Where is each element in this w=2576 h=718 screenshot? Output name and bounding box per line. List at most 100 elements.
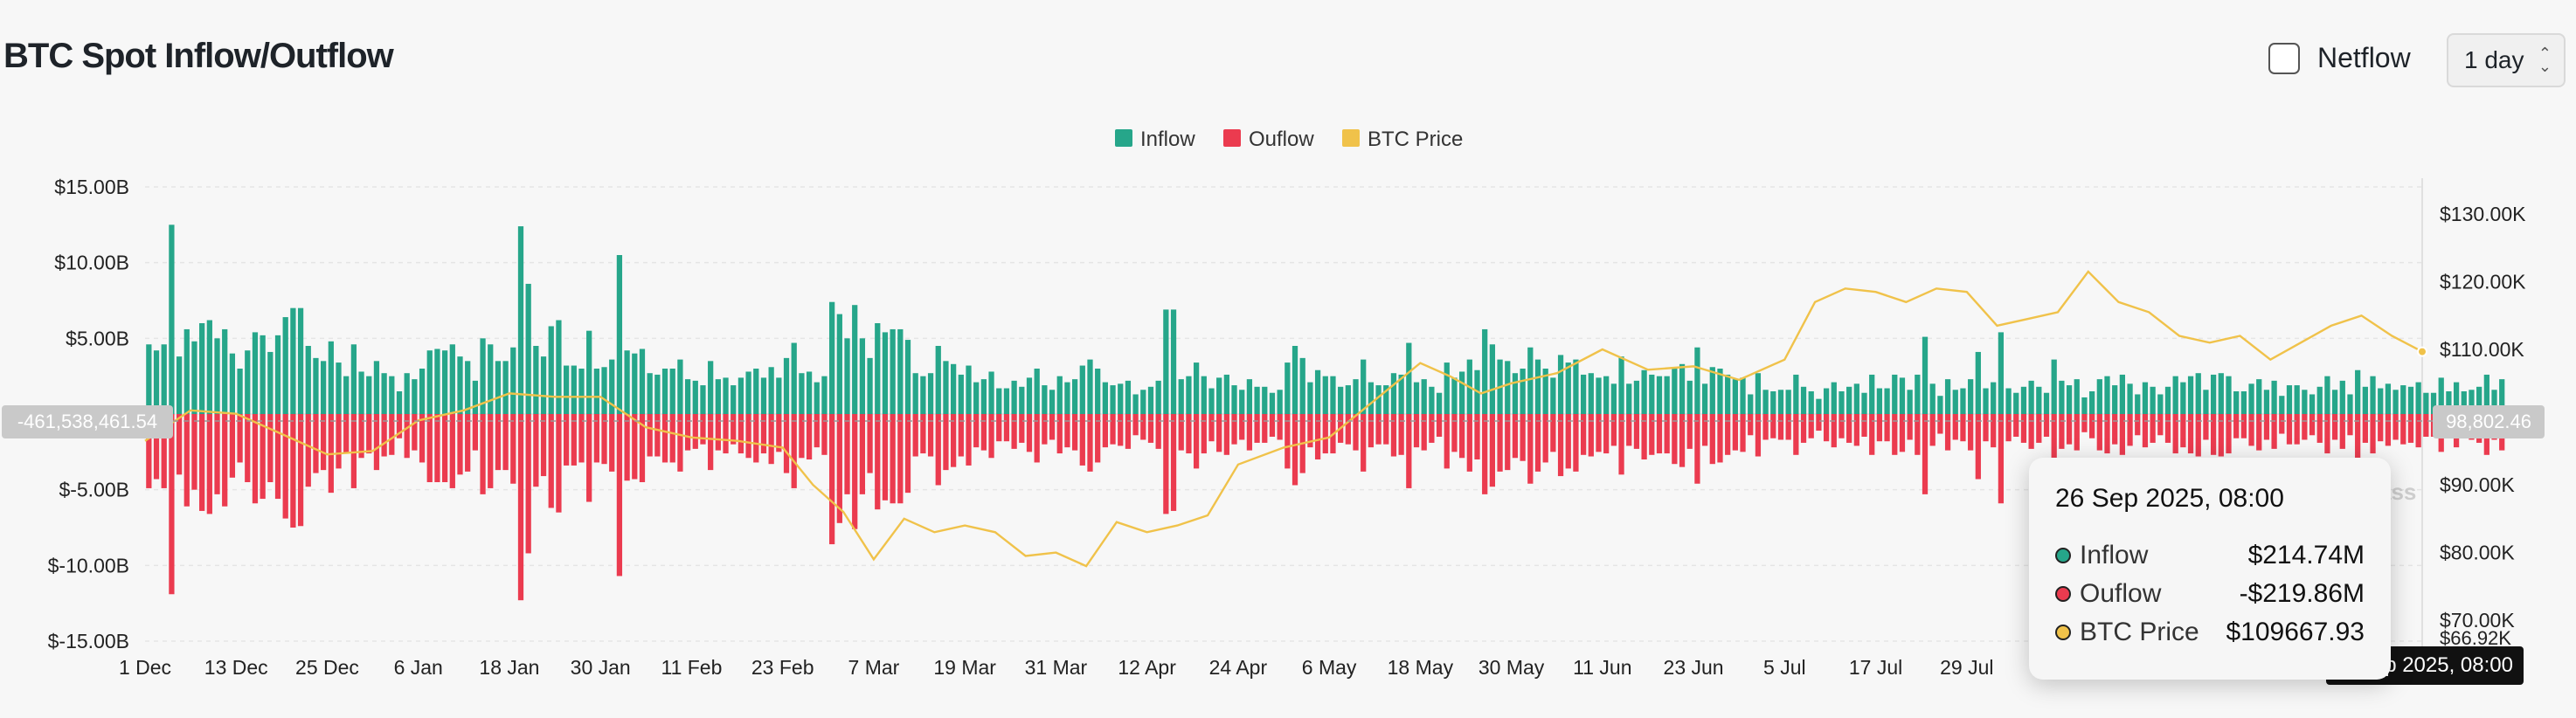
outflow-bar [191, 414, 197, 490]
outflow-bar [904, 414, 911, 494]
inflow-bar [1314, 369, 1321, 414]
outflow-bar [313, 414, 319, 473]
interval-select[interactable]: 1 day ⌃ ⌄ [2447, 33, 2566, 87]
inflow-bar [206, 320, 212, 414]
inflow-bar [1580, 374, 1587, 414]
inflow-bar [1725, 374, 1731, 414]
inflow-bar [517, 226, 524, 414]
outflow-bar [1929, 414, 1935, 446]
outflow-bar [2233, 414, 2240, 438]
legend-swatch [1223, 129, 1241, 147]
outflow-bar [890, 414, 896, 504]
outflow-bar [2005, 414, 2012, 442]
inflow-bar [1429, 386, 1435, 414]
inflow-bar [943, 361, 949, 414]
outflow-bar [1709, 414, 1715, 465]
btc-price-line [144, 270, 2423, 568]
inflow-bar [737, 377, 744, 414]
outflow-bar [897, 414, 904, 504]
inflow-bar [768, 367, 774, 414]
inflow-bar [260, 335, 266, 414]
inflow-bar [1291, 346, 1298, 414]
outflow-bar [632, 414, 638, 480]
tooltip-row-price: BTC Price $109667.93 [2055, 613, 2365, 652]
inflow-bar [2407, 386, 2414, 414]
outflow-bar [973, 414, 980, 448]
outflow-bar [2112, 414, 2118, 445]
tooltip-label: Inflow [2080, 541, 2149, 570]
outflow-bar [1542, 414, 1548, 463]
inflow-bar [199, 323, 205, 414]
x-tick-label: 18 Jan [479, 656, 539, 679]
outflow-bar [2271, 414, 2277, 449]
y-tick-label: $10.00B [54, 252, 129, 274]
outflow-bar [624, 414, 630, 481]
netflow-toggle[interactable]: Netflow [2268, 42, 2411, 74]
outflow-bar [465, 414, 471, 472]
inflow-bar [321, 361, 327, 414]
inflow-bar [2362, 386, 2368, 414]
outflow-bar [2081, 414, 2088, 432]
outflow-bar [715, 414, 721, 451]
outflow-bar [1186, 414, 1192, 454]
outflow-bar [2127, 414, 2133, 446]
inflow-bar [245, 350, 251, 414]
inflow-bar [708, 361, 714, 414]
inflow-bar [715, 379, 721, 414]
outflow-bar [1656, 414, 1663, 454]
outflow-bar [1223, 414, 1229, 455]
outflow-bar [1474, 414, 1480, 459]
inflow-bar [1573, 359, 1579, 414]
outflow-bar [958, 414, 964, 457]
inflow-bar [540, 356, 547, 414]
inflow-bar [1869, 374, 1875, 414]
outflow-bar [1770, 414, 1776, 438]
outflow-bar [184, 414, 190, 507]
outflow-bar [336, 414, 342, 469]
inflow-bar [290, 307, 296, 414]
outflow-bar [1732, 414, 1738, 451]
outflow-bar [1003, 414, 1010, 442]
outflow-bar [556, 414, 562, 513]
outflow-bar [161, 414, 167, 488]
inflow-bar [191, 341, 197, 414]
outflow-bar [533, 414, 539, 487]
inflow-bar [366, 376, 372, 414]
outflow-bar [943, 414, 949, 471]
inflow-bar [1542, 369, 1548, 414]
outflow-bar [1975, 414, 1981, 480]
outflow-bar [540, 414, 547, 477]
outflow-bar [480, 414, 486, 494]
inflow-bar [692, 380, 698, 414]
outflow-bar [502, 414, 509, 471]
inflow-bar [1633, 380, 1640, 414]
outflow-bar [1520, 414, 1526, 461]
inflow-bar [760, 377, 767, 414]
outflow-bar [1626, 414, 1632, 446]
outflow-bar [731, 414, 737, 445]
outflow-bar [1026, 414, 1033, 452]
inflow-bar [2226, 376, 2232, 414]
inflow-bar [677, 359, 683, 414]
outflow-bar [2142, 414, 2149, 448]
netflow-checkbox[interactable] [2268, 42, 2300, 74]
inflow-bar [996, 388, 1002, 414]
inflow-bar [2187, 376, 2194, 414]
inflow-bar [1118, 383, 1124, 414]
outflow-bar [2164, 414, 2171, 443]
legend-swatch [1115, 129, 1132, 147]
outflow-bar [282, 414, 288, 519]
inflow-bar [1983, 388, 1989, 414]
inflow-bar [1345, 385, 1351, 414]
outflow-bar [1208, 414, 1215, 442]
outflow-bar [1429, 414, 1435, 443]
chart-legend[interactable]: Inflow Ouflow BTC Price [1115, 128, 1463, 151]
inflow-bar [821, 376, 828, 414]
outflow-bar [252, 414, 259, 504]
outflow-bar [1231, 414, 1237, 445]
outflow-bar [783, 414, 790, 473]
inflow-bar [1610, 383, 1617, 414]
inflow-bar [783, 357, 790, 414]
inflow-bar [1892, 374, 1898, 414]
